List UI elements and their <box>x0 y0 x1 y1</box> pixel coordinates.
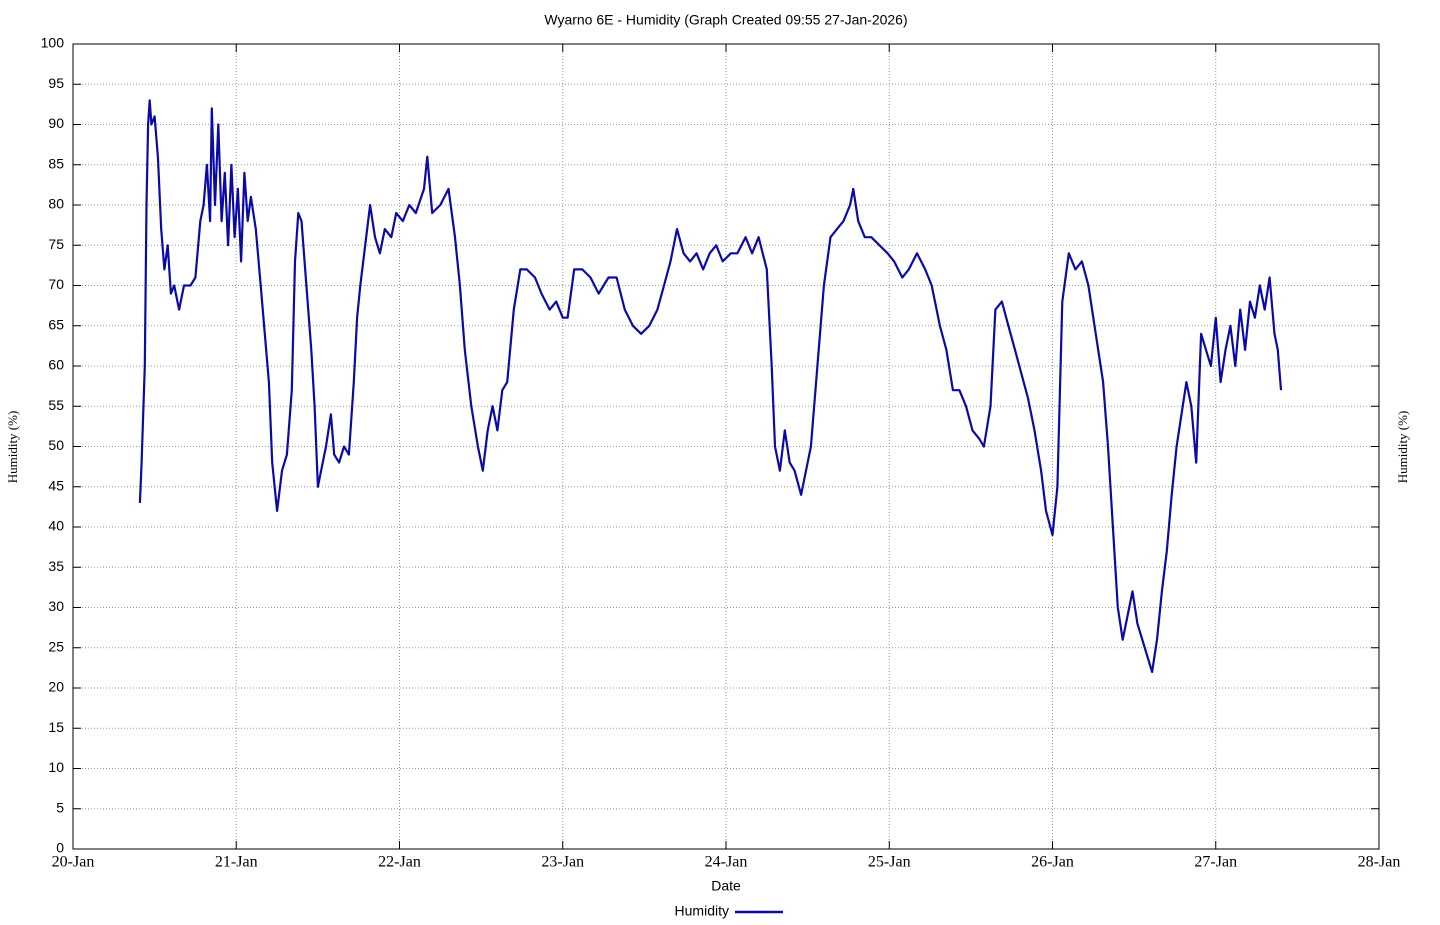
y-tick-label: 80 <box>48 196 64 212</box>
x-tick-label: 26-Jan <box>1031 854 1074 871</box>
x-tick-label: 24-Jan <box>705 854 748 871</box>
y-tick-label: 55 <box>48 397 64 413</box>
x-tick-label: 25-Jan <box>868 854 911 871</box>
y-axis-label: Humidity (%) <box>5 411 20 484</box>
y-tick-label: 25 <box>48 638 64 654</box>
y-tick-label: 70 <box>48 276 64 292</box>
x-tick-label: 22-Jan <box>378 854 421 871</box>
y-tick-label: 30 <box>48 598 64 614</box>
line <box>138 99 1283 673</box>
y-tick-label: 45 <box>48 477 64 493</box>
y-tick-label: 65 <box>48 316 64 332</box>
y-tick-label: 90 <box>48 115 64 131</box>
y-tick-label: 95 <box>48 75 64 91</box>
x-tick-label: 20-Jan <box>52 854 95 871</box>
x-axis-label: Date <box>711 878 741 894</box>
legend-label: Humidity <box>675 903 729 919</box>
y-tick-label: 85 <box>48 155 64 171</box>
x-tick-label: 21-Jan <box>215 854 258 871</box>
legend: Humidity <box>675 903 783 919</box>
x-tick-label: 27-Jan <box>1194 854 1237 871</box>
y-tick-label: 100 <box>41 35 65 51</box>
y-tick-label: 5 <box>56 799 64 815</box>
y-tick-label: 15 <box>48 719 64 735</box>
y-tick-label: 75 <box>48 236 64 252</box>
y-tick-label: 35 <box>48 558 64 574</box>
x-tick-label: 28-Jan <box>1358 854 1401 871</box>
y-tick-label: 20 <box>48 679 64 695</box>
y-tick-label: 60 <box>48 357 64 373</box>
y-tick-label: 10 <box>48 759 64 775</box>
y-tick-label: 40 <box>48 518 64 534</box>
chart-title: Wyarno 6E - Humidity (Graph Created 09:5… <box>544 12 907 28</box>
y-tick-label: 50 <box>48 437 64 453</box>
x-tick-label: 23-Jan <box>541 854 584 871</box>
y-tick-label: 0 <box>56 840 64 856</box>
y2-axis-label: Humidity (%) <box>1395 411 1410 484</box>
